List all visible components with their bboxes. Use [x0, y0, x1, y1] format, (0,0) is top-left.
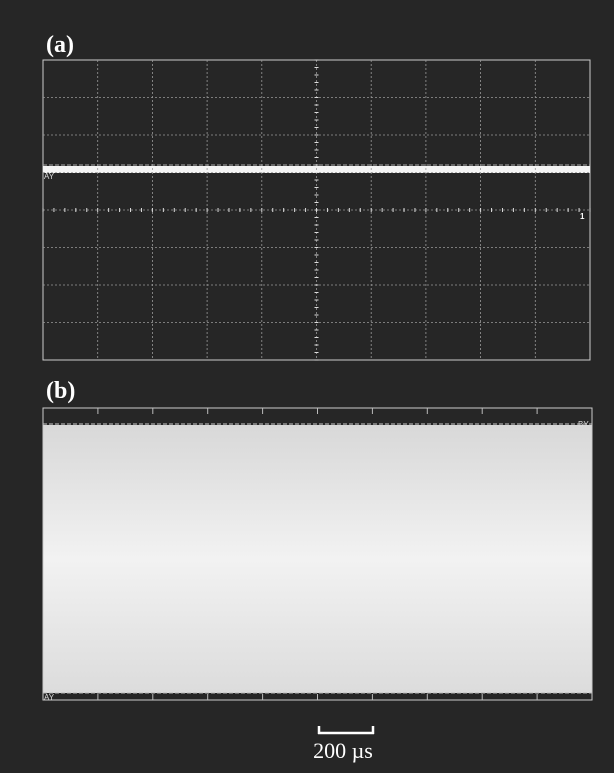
channel-marker: 1 — [580, 212, 585, 221]
panel-label: (a) — [46, 32, 74, 58]
panel-b: (b) BY AY — [43, 378, 592, 702]
figure: (a) AY 1 (b) BY AY 200 µs — [0, 0, 614, 773]
channel-marker: AY — [44, 172, 55, 181]
channel-marker: BY — [578, 420, 589, 429]
channel-marker: AY — [44, 693, 55, 702]
scale-bar-label: 200 µs — [313, 738, 373, 763]
signal-envelope — [43, 425, 592, 693]
panel-label: (b) — [46, 378, 75, 404]
page: {"panels": [{"label": "(a)", "markers": … — [0, 0, 614, 773]
